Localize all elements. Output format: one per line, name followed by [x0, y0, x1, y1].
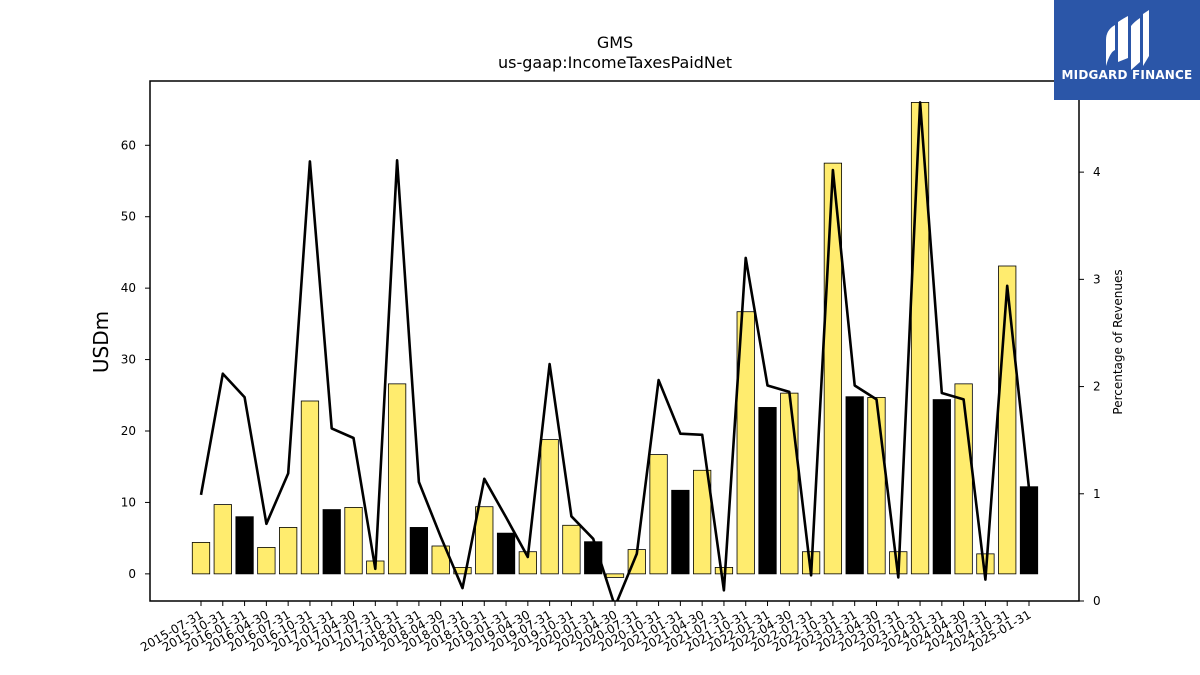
y-tick-label-right-3: 3: [1093, 272, 1101, 286]
percentage-line: [199, 101, 1031, 601]
bar-2019-01-31: [496, 532, 516, 575]
bar-2017-10-31: [387, 383, 407, 575]
chart-title: GMS: [597, 33, 633, 52]
bar-2017-01-31: [322, 509, 341, 575]
bar-2021-04-30: [693, 469, 712, 575]
y-tick-label-left-40: 40: [121, 281, 136, 295]
bar-2018-01-31: [409, 527, 429, 575]
bar-2016-07-31: [279, 527, 298, 575]
bar-2016-01-31: [235, 516, 254, 575]
bar-2021-10-31: [736, 311, 755, 575]
bar-2019-07-31: [540, 439, 559, 575]
bar-2021-01-31: [671, 489, 690, 575]
bar-2023-01-31: [845, 396, 864, 575]
bar-2024-10-31: [998, 265, 1017, 575]
x-ticks: 2015-07-312015-10-312016-01-312016-04-30…: [138, 601, 1034, 654]
brand-logo: MIDGARD FINANCE: [1054, 0, 1200, 100]
y-tick-label-right-1: 1: [1093, 487, 1101, 501]
bar-2018-10-31: [475, 506, 494, 575]
bar-2019-10-31: [562, 524, 581, 575]
chart-subtitle: us-gaap:IncomeTaxesPaidNet: [498, 53, 732, 72]
bar-2017-04-30: [344, 507, 363, 575]
y-tick-label-left-60: 60: [121, 138, 136, 152]
y-ticks-right: 0 1 2 3 4: [1079, 165, 1101, 608]
bar-2023-04-30: [867, 397, 886, 575]
logo-text: MIDGARD FINANCE: [1061, 68, 1193, 82]
bar-2020-04-30: [605, 573, 625, 578]
bar-2025-01-31: [1019, 486, 1039, 575]
bar-2015-10-31: [213, 504, 232, 575]
bar-2020-10-31: [649, 454, 668, 575]
y-tick-label-left-10: 10: [121, 495, 136, 509]
bar-2022-04-30: [780, 392, 799, 575]
logo-mark-icon: [1106, 10, 1149, 70]
y-tick-label-left-30: 30: [121, 353, 136, 367]
bar-2024-01-31: [932, 399, 951, 575]
y-tick-label-left-0: 0: [128, 567, 136, 581]
line-group: [199, 101, 1031, 601]
y-tick-label-right-4: 4: [1093, 165, 1101, 179]
y-axis-label-left: USDm: [89, 311, 113, 373]
bar-2022-01-31: [758, 407, 777, 575]
y-ticks-left: 0 10 20 30 40 50 60: [121, 138, 150, 581]
bar-2024-04-30: [954, 383, 973, 575]
bars-group: [191, 102, 1039, 578]
y-tick-label-left-50: 50: [121, 210, 136, 224]
y-tick-label-left-20: 20: [121, 424, 136, 438]
y-tick-label-right-0: 0: [1093, 594, 1101, 608]
bar-2015-07-31: [191, 542, 211, 575]
bar-2016-10-31: [300, 400, 320, 575]
y-axis-label-right: Percentage of Revenues: [1111, 269, 1125, 414]
y-tick-label-right-2: 2: [1093, 380, 1101, 394]
bar-2016-04-30: [257, 547, 276, 575]
